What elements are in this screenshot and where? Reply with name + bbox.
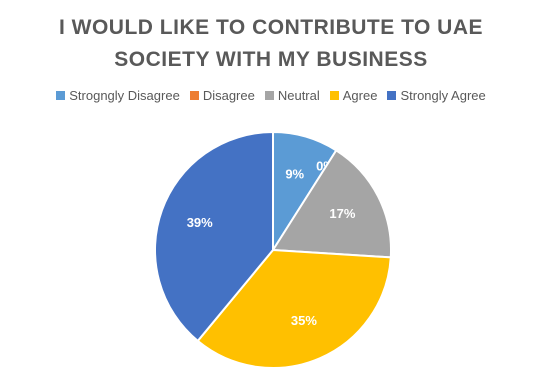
chart-legend: Strogngly Disagree Disagree Neutral Agree St… — [0, 88, 542, 103]
legend-label: Neutral — [277, 88, 320, 103]
slice-label: 39% — [187, 215, 213, 230]
legend-item: Strongly Agree — [387, 88, 486, 103]
legend-swatch — [264, 91, 274, 100]
legend-label: Disagree — [202, 88, 255, 103]
legend-item: Disagree — [189, 88, 255, 103]
legend-swatch — [56, 91, 66, 100]
legend-item: Neutral — [264, 88, 320, 103]
legend-label: Agree — [342, 88, 378, 103]
chart-title-line-2: SOCIETY WITH MY BUSINESS — [114, 48, 428, 71]
legend-swatch — [387, 91, 397, 100]
slice-label: 35% — [291, 313, 317, 328]
legend-item: Agree — [329, 88, 378, 103]
pie-slice — [271, 148, 392, 259]
chart-title: I WOULD LIKE TO CONTRIBUTE TO UAE SOCIET… — [0, 12, 542, 76]
slice-label: 9% — [285, 167, 304, 182]
slice-label: 17% — [329, 206, 355, 221]
legend-swatch — [189, 91, 199, 100]
pie-slice — [196, 248, 392, 369]
legend-label: Strogngly Disagree — [69, 88, 180, 103]
chart-title-line-1: I WOULD LIKE TO CONTRIBUTE TO UAE — [58, 16, 484, 39]
pie-slice — [154, 130, 274, 343]
legend-label: Strongly Agree — [400, 88, 486, 103]
legend-item: Strogngly Disagree — [56, 88, 180, 103]
legend-swatch — [329, 91, 339, 100]
